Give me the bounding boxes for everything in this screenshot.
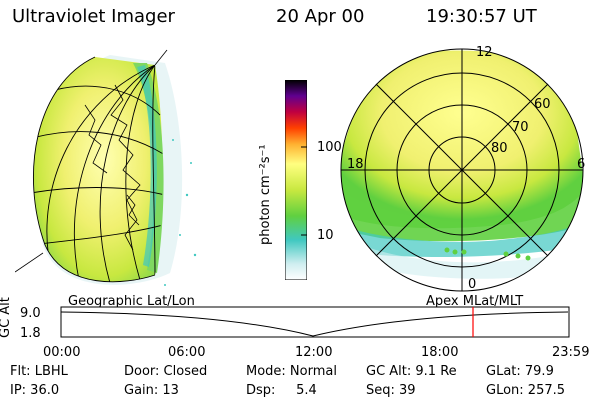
timeline-xtick-0600: 06:00	[168, 345, 206, 360]
info-door: Door: Closed	[124, 364, 208, 379]
lat-label-80: 80	[491, 141, 508, 156]
info-glat: GLat: 79.9	[486, 364, 554, 379]
colorbar-unit-label: photon cm⁻²s⁻¹	[258, 144, 273, 245]
info-filter: Flt: LBHL	[10, 364, 68, 379]
lat-label-60: 60	[534, 97, 551, 112]
timeline-xtick-0000: 00:00	[43, 345, 81, 360]
info-gain: Gain: 13	[124, 383, 179, 398]
info-dsp: Dsp: 5.4	[246, 383, 317, 398]
time-label: 19:30:57 UT	[426, 6, 537, 27]
timeline-ytick-1.8: 1.8	[20, 326, 41, 341]
info-mode: Mode: Normal	[246, 364, 337, 379]
mlt-label-12: 12	[476, 45, 493, 60]
geographic-image	[15, 49, 197, 286]
timeline-ytick-9: 9.0	[20, 306, 41, 321]
timeline-right-title: Apex MLat/MLT	[426, 294, 524, 309]
mlt-label-6: 6	[577, 157, 586, 172]
mlt-label-18: 18	[347, 157, 364, 172]
timeline-plot	[60, 306, 570, 338]
info-gc-alt: GC Alt: 9.1 Re	[366, 364, 457, 379]
instrument-title: Ultraviolet Imager	[12, 6, 175, 27]
timeline-xtick-1200: 12:00	[295, 345, 333, 360]
mlt-label-0: 0	[468, 277, 477, 292]
colorbar	[285, 80, 307, 280]
timeline-xtick-1800: 18:00	[421, 345, 459, 360]
polar-plot	[340, 48, 584, 292]
date-label: 20 Apr 00	[276, 6, 365, 27]
colorbar-tick-10: 10	[317, 228, 334, 243]
colorbar-tick-100: 100	[317, 140, 342, 155]
lat-label-70: 70	[512, 120, 529, 135]
timeline-xtick-2359: 23:59	[552, 345, 590, 360]
timeline-axis-title: GC Alt	[0, 297, 13, 338]
info-glon: GLon: 257.5	[486, 383, 566, 398]
timeline-left-title: Geographic Lat/Lon	[68, 294, 195, 309]
info-seq: Seq: 39	[366, 383, 416, 398]
info-ip: IP: 36.0	[10, 383, 60, 398]
